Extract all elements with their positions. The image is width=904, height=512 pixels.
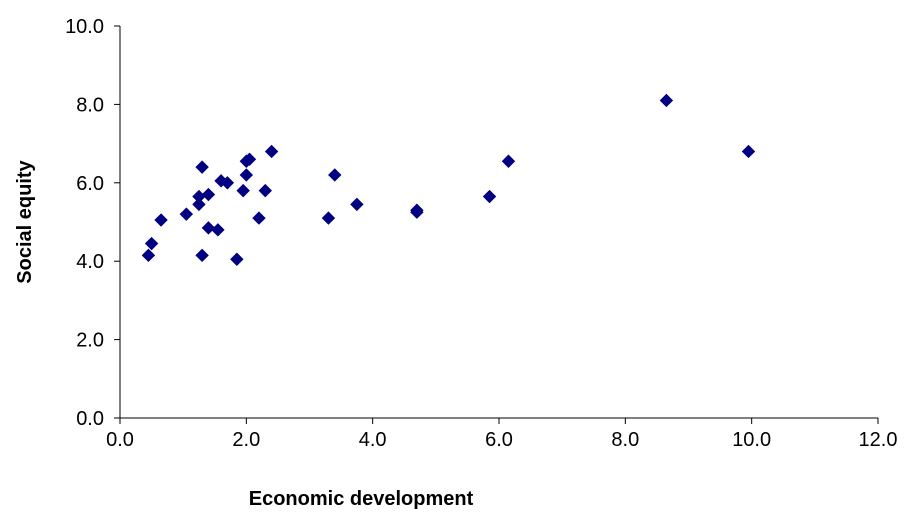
y-axis-title: Social equity	[14, 159, 36, 283]
x-tick-label: 8.0	[611, 429, 639, 451]
data-point	[179, 207, 194, 221]
x-tick-label: 4.0	[359, 429, 387, 451]
data-point	[252, 211, 266, 225]
data-point	[242, 152, 257, 166]
data-point	[211, 223, 225, 237]
x-tick-label: 6.0	[485, 429, 513, 451]
data-point	[192, 197, 206, 212]
x-tick-label: 2.0	[232, 429, 260, 451]
data-point	[659, 93, 674, 108]
data-point	[321, 211, 336, 225]
data-point	[410, 205, 424, 219]
data-point	[195, 160, 209, 174]
data-point	[236, 183, 250, 198]
data-point	[144, 236, 159, 251]
y-tick-label: 2.0	[76, 330, 104, 352]
data-point	[141, 248, 156, 263]
data-point	[195, 248, 209, 263]
data-point	[258, 183, 272, 198]
x-tick-label: 0.0	[106, 429, 134, 451]
data-point	[239, 168, 254, 182]
x-tick-label: 10.0	[732, 429, 771, 451]
y-tick-label: 6.0	[76, 173, 104, 195]
data-point	[501, 154, 516, 168]
data-point	[220, 176, 235, 190]
x-tick-label: 12.0	[859, 429, 898, 451]
data-point	[201, 221, 216, 235]
y-tick-label: 0.0	[76, 408, 104, 430]
data-point	[264, 144, 279, 159]
y-tick-label: 8.0	[76, 94, 104, 116]
x-axis-title: Economic development	[249, 488, 474, 510]
axes-group	[119, 26, 878, 419]
data-point	[201, 187, 216, 202]
y-tick-label: 10.0	[65, 16, 104, 38]
data-point	[154, 213, 168, 227]
data-point	[741, 144, 756, 159]
data-point	[328, 168, 342, 182]
y-ticks-group: 0.0 2.0 4.0 6.0 8.0 10.0	[65, 16, 120, 430]
data-points-group	[141, 93, 756, 266]
data-point	[192, 189, 206, 204]
data-point	[482, 189, 497, 204]
y-tick-label: 4.0	[76, 251, 104, 273]
x-ticks-group: 0.0 2.0 4.0 6.0 8.0 10.0 12.0	[106, 418, 897, 451]
data-point	[230, 252, 244, 266]
data-point	[350, 197, 364, 212]
